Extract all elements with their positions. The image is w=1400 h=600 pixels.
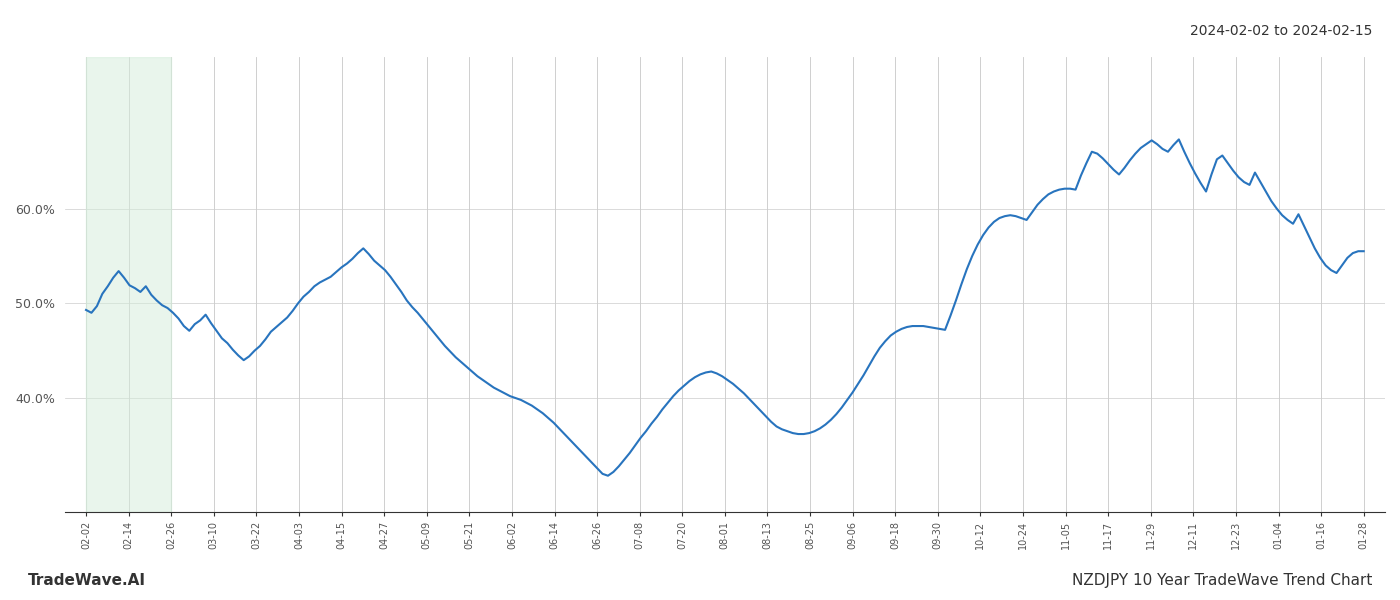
Text: NZDJPY 10 Year TradeWave Trend Chart: NZDJPY 10 Year TradeWave Trend Chart: [1071, 573, 1372, 588]
Text: 2024-02-02 to 2024-02-15: 2024-02-02 to 2024-02-15: [1190, 24, 1372, 38]
Text: TradeWave.AI: TradeWave.AI: [28, 573, 146, 588]
Bar: [85, 57, 171, 512]
